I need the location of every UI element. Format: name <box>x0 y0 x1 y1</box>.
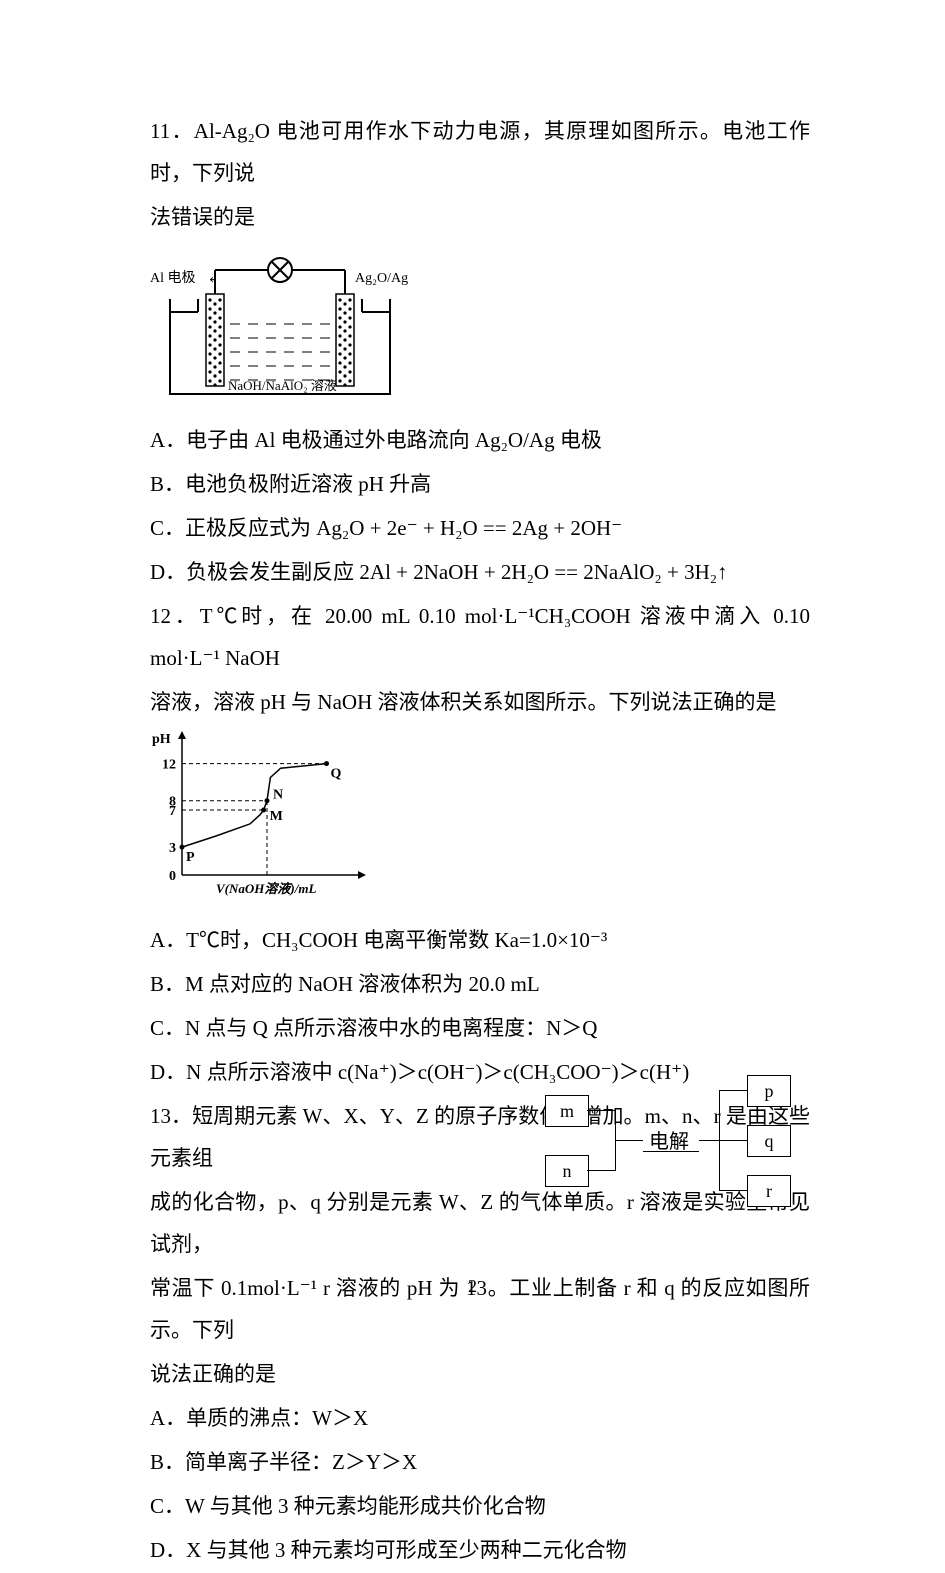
q11-option-c: C．正极反应式为 Ag₂O + 2e⁻ + H₂O == 2Ag + 2OH⁻ <box>150 507 810 549</box>
svg-text:N: N <box>273 788 283 803</box>
svg-text:Ag₂O/Ag 电极: Ag₂O/Ag 电极 <box>355 270 410 286</box>
q13-option-a: A．单质的沸点：W＞X <box>150 1397 570 1439</box>
q11-battery-diagram: Al 电极 Ag₂O/Ag 电极 NaOH/NaAlO₂ 溶液 ↲ <box>150 244 410 399</box>
q13-box-n: n <box>545 1155 589 1187</box>
svg-text:NaOH/NaAlO₂ 溶液: NaOH/NaAlO₂ 溶液 <box>228 378 337 393</box>
svg-text:0: 0 <box>169 869 176 884</box>
page: 11．Al-Ag₂O 电池可用作水下动力电源，其原理如图所示。电池工作时，下列说… <box>0 0 945 1337</box>
q12-option-b: B．M 点对应的 NaOH 溶液体积为 20.0 mL <box>150 963 810 1005</box>
svg-text:12: 12 <box>162 758 176 773</box>
q13-option-d: D．X 与其他 3 种元素均可形成至少两种二元化合物 <box>150 1529 810 1571</box>
svg-text:Q: Q <box>331 767 342 782</box>
svg-text:Al 电极: Al 电极 <box>150 270 196 286</box>
q13-option-b: B．简单离子半径：Z＞Y＞X <box>150 1441 570 1483</box>
q13-process-label: 电解 <box>649 1125 689 1154</box>
page-number: 2 <box>0 1276 945 1297</box>
q13-box-p: p <box>747 1075 791 1107</box>
q11-option-b: B．电池负极附近溶液 pH 升高 <box>150 463 810 505</box>
svg-text:P: P <box>186 850 195 865</box>
q11-stem-line1: 11．Al-Ag₂O 电池可用作水下动力电源，其原理如图所示。电池工作时，下列说 <box>150 110 810 194</box>
q12-stem-line2: 溶液，溶液 pH 与 NaOH 溶液体积关系如图所示。下列说法正确的是 <box>150 681 810 723</box>
q13-box-r: r <box>747 1175 791 1207</box>
q12-stem-line1: 12．T℃时，在 20.00 mL 0.10 mol·L⁻¹CH₃COOH 溶液… <box>150 595 810 679</box>
svg-text:pH: pH <box>152 732 171 747</box>
q13-box-m: m <box>545 1095 589 1127</box>
svg-text:V(NaOH溶液)/mL: V(NaOH溶液)/mL <box>216 881 316 896</box>
q11-figure: Al 电极 Ag₂O/Ag 电极 NaOH/NaAlO₂ 溶液 ↲ <box>150 244 810 413</box>
q12-titration-chart: 037812pHV(NaOH溶液)/mLPMNQ <box>150 729 370 899</box>
q11-option-a: A．电子由 Al 电极通过外电路流向 Ag₂O/Ag 电极 <box>150 419 810 461</box>
svg-text:M: M <box>270 809 283 824</box>
q12-option-a: A．T℃时，CH₃COOH 电离平衡常数 Ka=1.0×10⁻³ <box>150 919 810 961</box>
q13-electrolysis-diagram: m n 电解 p q r <box>545 1075 805 1205</box>
q12-option-c: C．N 点与 Q 点所示溶液中水的电离程度：N＞Q <box>150 1007 810 1049</box>
q13-stem-line4: 说法正确的是 <box>150 1353 810 1395</box>
q13-box-q: q <box>747 1125 791 1157</box>
q12-figure: 037812pHV(NaOH溶液)/mLPMNQ <box>150 729 810 913</box>
q11-stem-line2: 法错误的是 <box>150 196 810 238</box>
svg-text:↲: ↲ <box>208 271 218 285</box>
svg-text:3: 3 <box>169 841 176 856</box>
content-area: 11．Al-Ag₂O 电池可用作水下动力电源，其原理如图所示。电池工作时，下列说… <box>150 110 810 1573</box>
q11-option-d: D．负极会发生副反应 2Al + 2NaOH + 2H₂O == 2NaAlO₂… <box>150 551 810 593</box>
svg-text:8: 8 <box>169 795 176 810</box>
q13-option-c: C．W 与其他 3 种元素均能形成共价化合物 <box>150 1485 810 1527</box>
